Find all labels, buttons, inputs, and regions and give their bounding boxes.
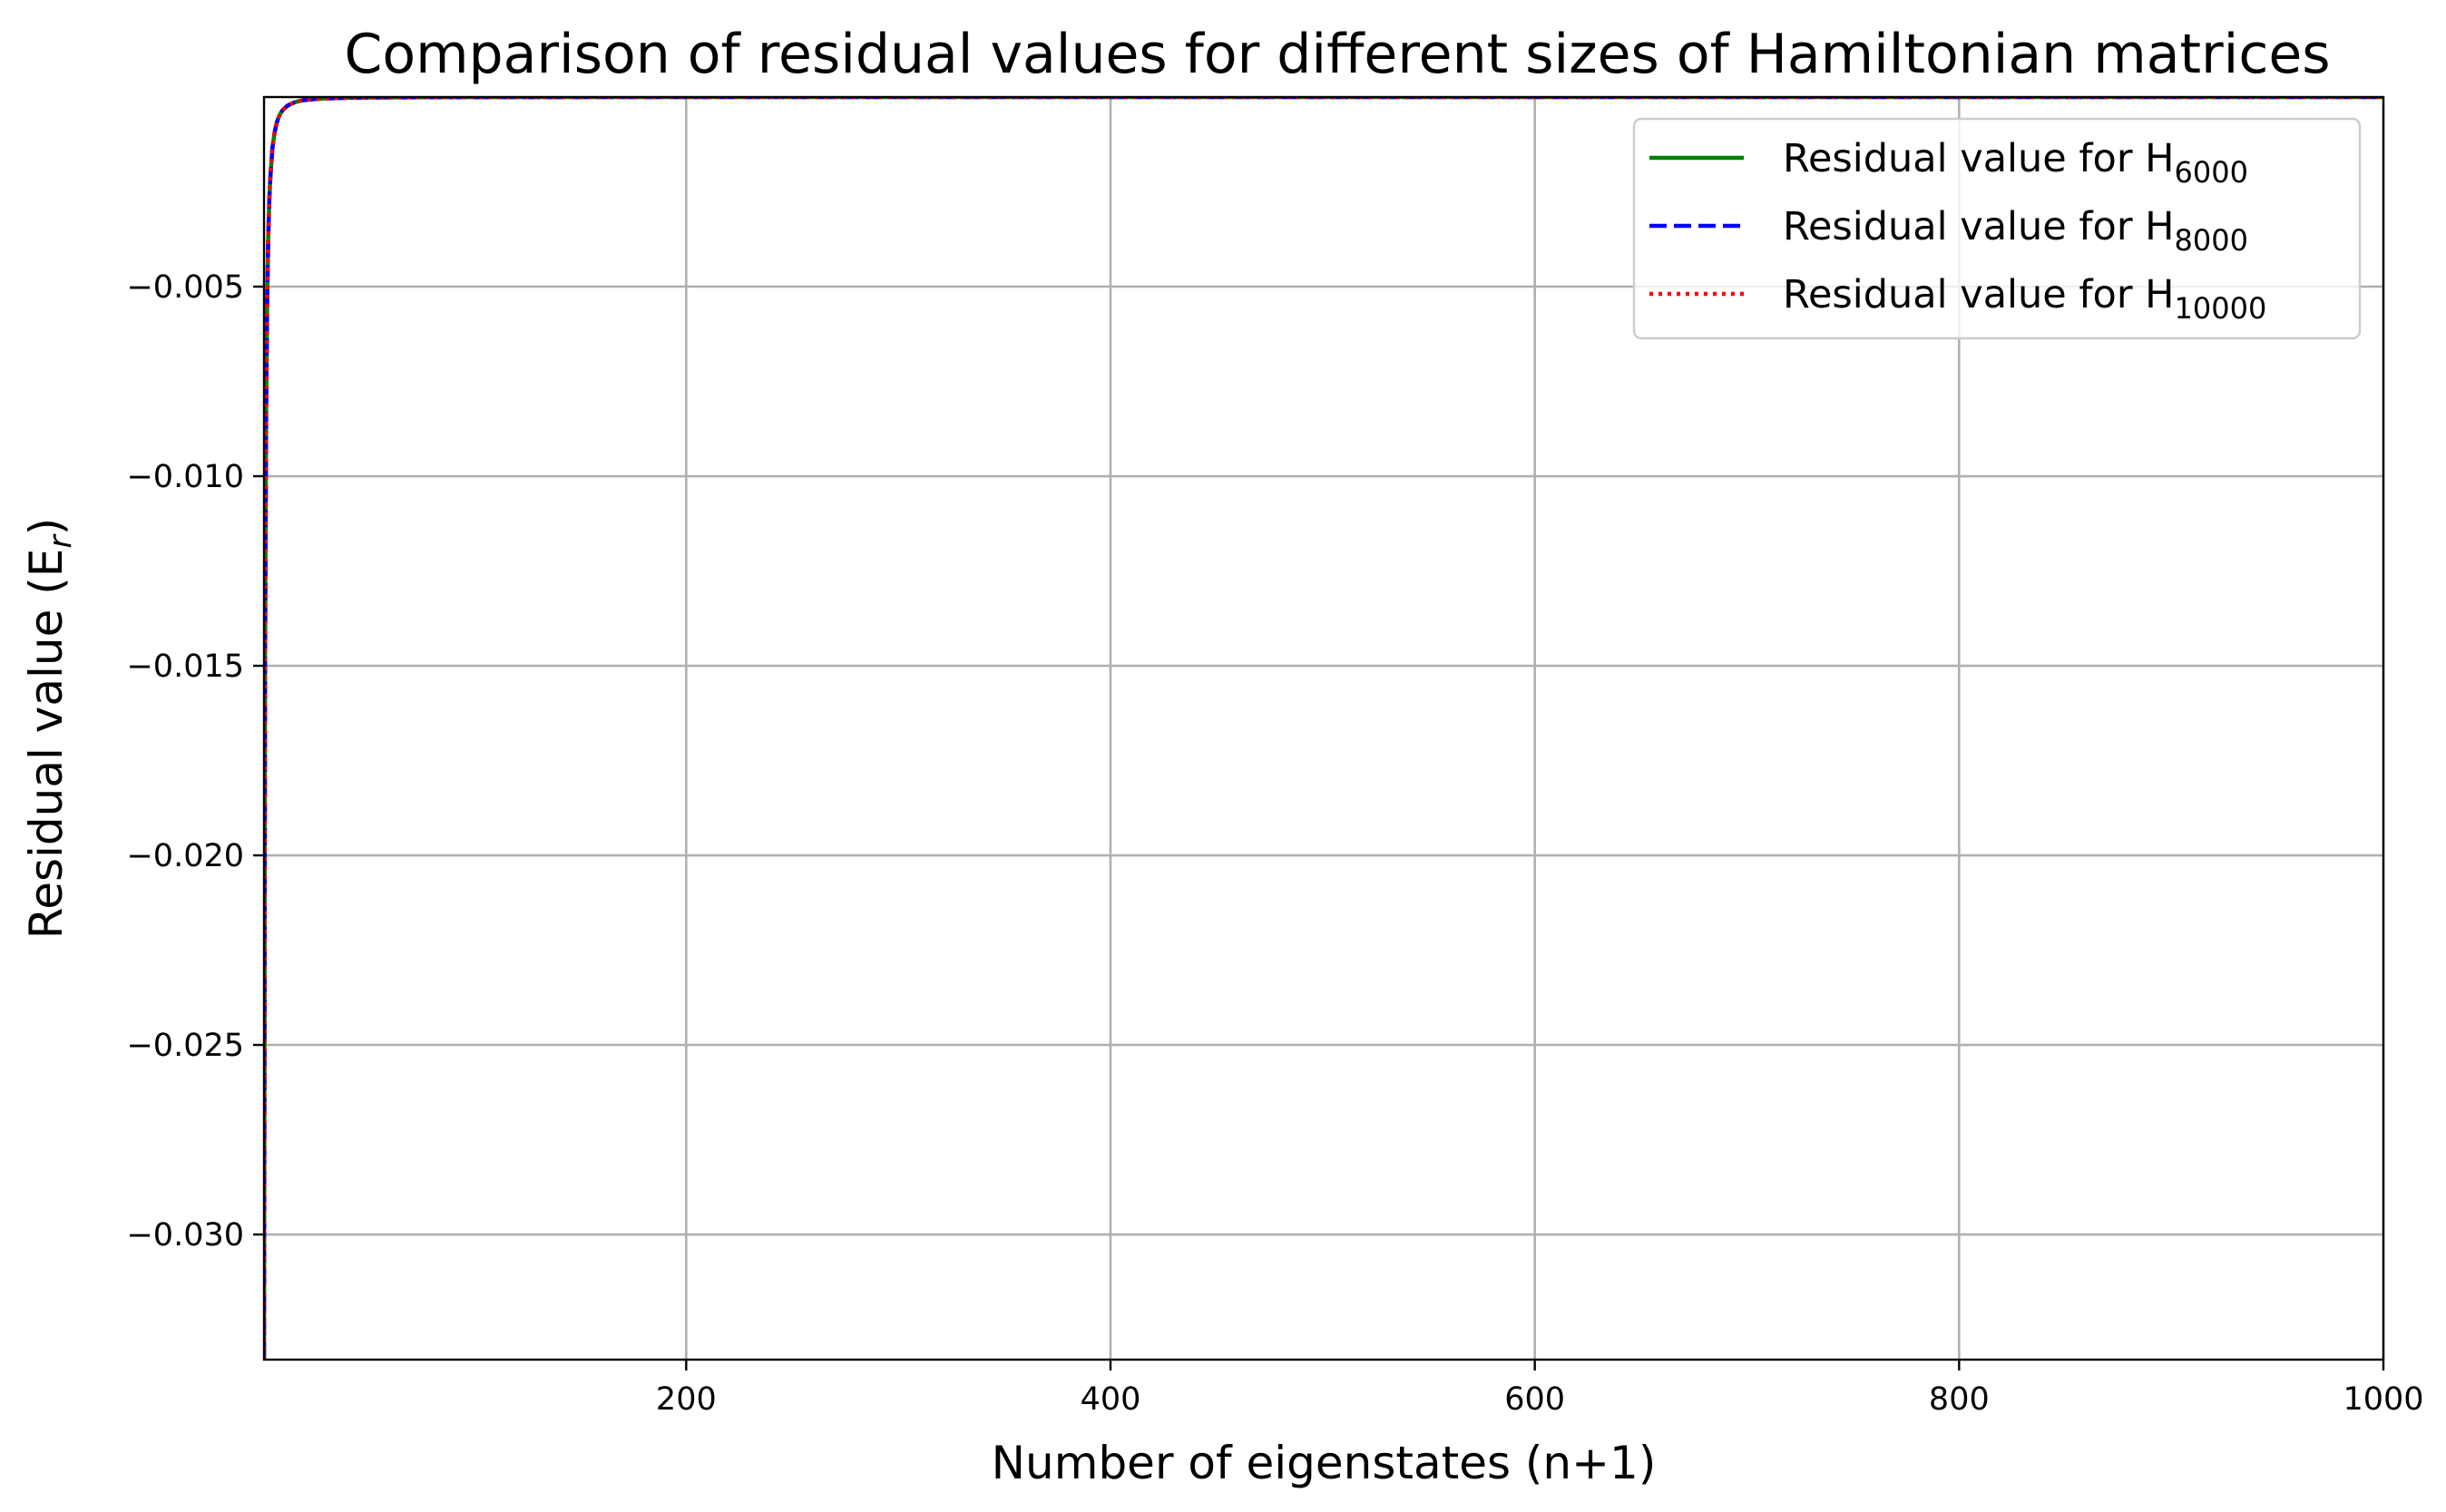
x-tick-label: 400 bbox=[1081, 1381, 1141, 1418]
y-tick-label: −0.025 bbox=[126, 1028, 244, 1064]
x-tick-label: 800 bbox=[1929, 1381, 1990, 1418]
y-axis-label-subscript: r bbox=[43, 533, 79, 549]
y-tick-label: −0.005 bbox=[126, 269, 244, 306]
y-tick-label: −0.010 bbox=[126, 459, 244, 495]
legend-label-subscript: 10000 bbox=[2175, 291, 2267, 326]
legend-label-0: Residual value for H6000 bbox=[1783, 136, 2248, 190]
x-tick-label: 200 bbox=[656, 1381, 717, 1418]
x-tick-label: 1000 bbox=[2343, 1381, 2423, 1418]
legend-label-2: Residual value for H10000 bbox=[1783, 272, 2266, 326]
legend-box bbox=[1632, 117, 2362, 340]
y-axis-label-main: Residual value (E bbox=[20, 549, 73, 940]
chart-title: Comparison of residual values for differ… bbox=[344, 23, 2330, 86]
legend-label-text: Residual value for H bbox=[1783, 272, 2175, 317]
legend-label-text: Residual value for H bbox=[1783, 136, 2175, 181]
legend-label-text: Residual value for H bbox=[1783, 204, 2175, 249]
x-tick-label: 600 bbox=[1504, 1381, 1565, 1418]
y-axis-label: Residual value (Er) bbox=[20, 518, 79, 940]
x-axis-label: Number of eigenstates (n+1) bbox=[992, 1437, 1657, 1489]
legend-label-1: Residual value for H8000 bbox=[1783, 204, 2248, 258]
legend-label-subscript: 6000 bbox=[2175, 155, 2248, 190]
tick-layer: 200 400 600 800 1000 −0.005 −0.010 −0.015 −0.020… bbox=[126, 269, 2423, 1418]
y-tick-label: −0.030 bbox=[126, 1217, 244, 1253]
y-tick-label: −0.015 bbox=[126, 649, 244, 685]
y-tick-label: −0.020 bbox=[126, 838, 244, 874]
series-line-1 bbox=[264, 97, 2383, 1360]
legend-label-subscript: 8000 bbox=[2175, 223, 2248, 258]
plot-frame bbox=[262, 95, 2385, 1361]
y-axis-label-suffix: ) bbox=[20, 518, 73, 536]
